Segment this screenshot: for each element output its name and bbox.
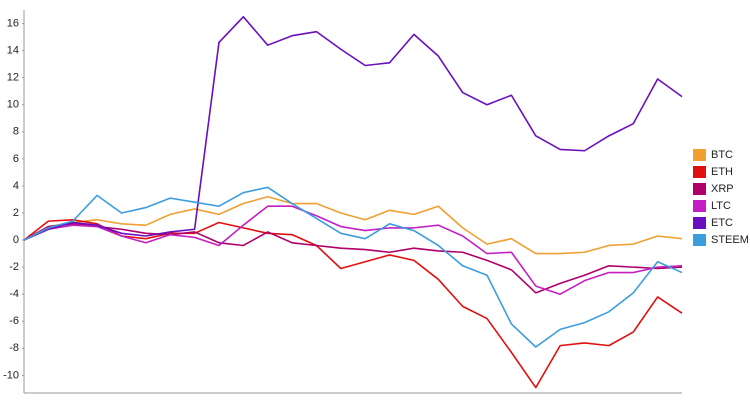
legend-swatch <box>693 200 706 212</box>
y-tick-label: 4 <box>13 180 19 192</box>
y-tick-label: -4 <box>9 288 19 300</box>
y-tick-label: -2 <box>9 261 19 273</box>
line <box>23 195 683 255</box>
legend-label: ETC <box>711 217 733 229</box>
legend-swatch <box>693 234 706 246</box>
y-tick-label: -8 <box>9 342 19 354</box>
y-tick-label: 16 <box>7 17 19 29</box>
legend-swatch <box>693 166 706 178</box>
y-tick-label: 14 <box>7 45 19 57</box>
y-tick-label: 10 <box>7 99 19 111</box>
legend-label: BTC <box>711 149 733 161</box>
y-tick-label: 12 <box>7 72 19 84</box>
legend-swatch <box>693 217 706 229</box>
line <box>23 186 683 348</box>
line <box>23 15 683 241</box>
line <box>23 223 683 294</box>
y-tick-label: -10 <box>3 369 19 381</box>
legend-label: XRP <box>711 183 734 195</box>
legend-swatch <box>693 149 706 161</box>
legend-label: ETH <box>711 166 733 178</box>
legend-label: STEEM <box>711 234 749 246</box>
y-tick-label: -6 <box>9 315 19 327</box>
y-tick-label: 0 <box>13 234 19 246</box>
y-tick-label: 8 <box>13 126 19 138</box>
line <box>23 205 683 296</box>
legend-label: LTC <box>711 200 731 212</box>
y-tick-label: 2 <box>13 207 19 219</box>
y-tick-label: 6 <box>13 153 19 165</box>
line <box>23 218 683 389</box>
legend-swatch <box>693 183 706 195</box>
